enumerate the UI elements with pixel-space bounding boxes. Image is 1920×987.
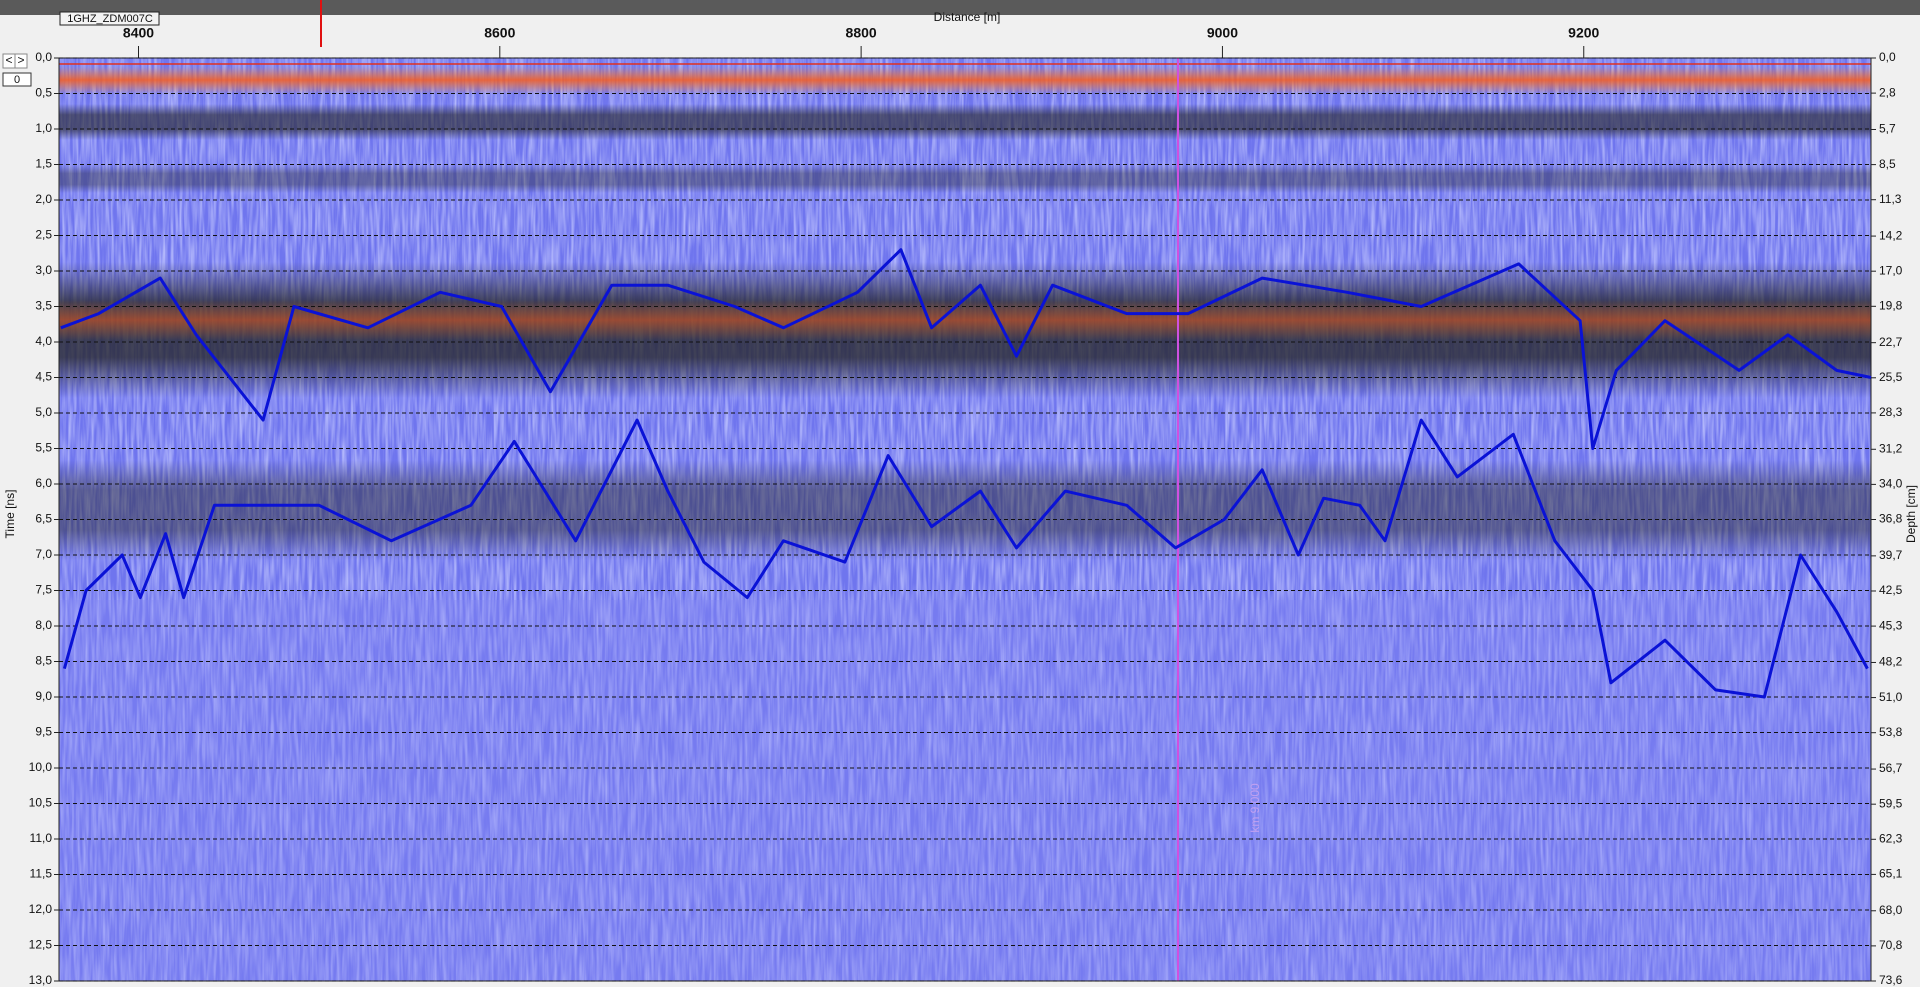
y-tick-label: 1,0 (35, 121, 52, 135)
reflection-band (59, 66, 1871, 94)
y2-tick-label: 36,8 (1879, 512, 1903, 526)
x-tick-label: 8800 (846, 25, 877, 41)
y2-tick-label: 0,0 (1879, 50, 1896, 64)
y2-tick-label: 22,7 (1879, 335, 1903, 349)
y-tick-label: 8,0 (35, 618, 52, 632)
y2-tick-label: 2,8 (1879, 85, 1896, 99)
y2-tick-label: 42,5 (1879, 583, 1903, 597)
y2-tick-label: 17,0 (1879, 263, 1903, 277)
y-tick-label: 2,5 (35, 228, 52, 242)
y-tick-label: 8,5 (35, 654, 52, 668)
offset-value[interactable]: 0 (14, 74, 20, 86)
deep-zone (59, 600, 1871, 981)
y-tick-label: 10,5 (29, 796, 53, 810)
page: {"chart_data": {"type": "radargram", "fi… (0, 0, 1920, 987)
y-tick-label: 5,5 (35, 441, 52, 455)
x-tick-label: 9000 (1207, 25, 1238, 41)
y-tick-label: 12,5 (29, 938, 53, 952)
y-tick-label: 2,0 (35, 192, 52, 206)
y2-tick-label: 65,1 (1879, 867, 1903, 881)
x-tick-label: 9200 (1568, 25, 1599, 41)
chainage-annotation: km 9.000 (1248, 783, 1262, 833)
y2-tick-label: 8,5 (1879, 157, 1896, 171)
x-axis-title: Distance [m] (934, 10, 1001, 24)
y-tick-label: 9,5 (35, 725, 52, 739)
file-label: 1GHZ_ZDM007C (67, 13, 153, 25)
reflection-band (59, 165, 1871, 193)
y-tick-label: 11,0 (30, 831, 53, 845)
y2-tick-label: 5,7 (1879, 122, 1896, 136)
y-tick-label: 10,0 (29, 760, 53, 774)
y-tick-label: 6,5 (35, 512, 52, 526)
y2-tick-label: 45,3 (1879, 618, 1903, 632)
y-tick-label: 7,0 (35, 547, 52, 561)
y2-tick-label: 19,8 (1879, 298, 1903, 312)
reflection-band (59, 104, 1871, 140)
y2-axis-title: Depth [cm] (1904, 485, 1918, 543)
y-tick-label: 3,0 (35, 263, 52, 277)
y-tick-label: 0,0 (35, 50, 52, 64)
y-tick-label: 13,0 (29, 973, 53, 987)
y2-tick-label: 31,2 (1879, 441, 1903, 455)
y2-tick-label: 25,5 (1879, 370, 1903, 384)
y2-tick-label: 14,2 (1879, 228, 1903, 242)
y-tick-label: 4,0 (35, 334, 52, 348)
scroll-right-label[interactable]: > (17, 53, 24, 67)
y2-tick-label: 56,7 (1879, 761, 1903, 775)
y2-tick-label: 73,6 (1879, 973, 1903, 987)
radargram-window: 1GHZ_ZDM007C Distance [m] Time [ns] Dept… (0, 0, 1920, 987)
y2-tick-label: 28,3 (1879, 405, 1903, 419)
y2-tick-label: 70,8 (1879, 938, 1903, 952)
y2-tick-label: 11,3 (1879, 192, 1902, 206)
y2-tick-label: 62,3 (1879, 831, 1903, 845)
y2-tick-label: 68,0 (1879, 903, 1903, 917)
y2-tick-label: 59,5 (1879, 796, 1903, 810)
y2-tick-label: 48,2 (1879, 655, 1903, 669)
y-axis-title: Time [ns] (3, 490, 17, 539)
scroll-left-label[interactable]: < (5, 53, 12, 67)
y2-tick-label: 34,0 (1879, 477, 1903, 491)
y-tick-label: 9,0 (35, 689, 52, 703)
y-tick-label: 4,5 (35, 370, 52, 384)
y-tick-label: 5,0 (35, 405, 52, 419)
x-tick-label: 8600 (484, 25, 515, 41)
y-tick-label: 7,5 (35, 583, 52, 597)
y-tick-label: 3,5 (35, 299, 52, 313)
y-tick-label: 1,5 (35, 157, 52, 171)
y-tick-label: 6,0 (35, 476, 52, 490)
y-tick-label: 12,0 (29, 902, 53, 916)
y-tick-label: 0,5 (35, 86, 52, 100)
y2-tick-label: 53,8 (1879, 725, 1903, 739)
y-tick-label: 11,5 (30, 867, 53, 881)
y2-tick-label: 39,7 (1879, 548, 1903, 562)
y2-tick-label: 51,0 (1879, 690, 1903, 704)
x-tick-label: 8400 (123, 25, 154, 41)
